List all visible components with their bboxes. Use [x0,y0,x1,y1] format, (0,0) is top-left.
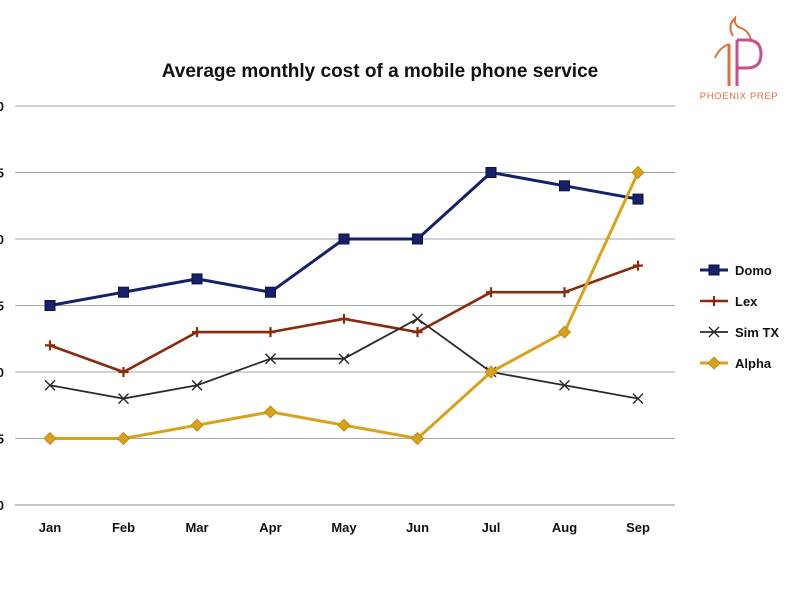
data-point [337,418,351,432]
x-tick-label: Feb [112,520,135,535]
data-point [559,180,570,192]
data-point [191,379,203,391]
y-tick-label: 0 [0,498,4,513]
data-point [265,286,276,298]
x-tick-label: Jul [482,520,501,535]
phoenix-p-logo-icon [714,15,763,86]
x-tick-label: Sep [626,520,650,535]
x-tick-label: Jun [406,520,429,535]
legend-label: Domo [735,263,772,278]
data-point [708,326,720,338]
data-point [709,296,719,306]
data-point [559,287,570,298]
data-point [116,431,131,446]
x-tick-label: Aug [552,520,577,535]
x-tick-label: Jan [39,520,61,535]
series-sim-tx [44,313,644,405]
x-tick-label: Apr [259,520,281,535]
chart-title: Average monthly cost of a mobile phone s… [162,61,598,82]
y-tick-label: 15 [0,299,4,314]
data-point [484,365,498,379]
series-lex [45,260,643,377]
data-point [485,167,497,178]
data-point [557,325,572,339]
legend-label: Sim TX [735,325,779,340]
data-point [192,327,202,338]
data-point [633,260,643,271]
data-point [265,353,276,365]
data-point [631,165,645,180]
data-point [486,287,496,298]
y-tick-label: 25 [0,166,4,181]
series-lines [43,165,645,446]
series-domo [44,167,644,311]
data-point [412,327,423,338]
brand-name: PHOENIX PREP [700,91,778,102]
x-axis-ticks: Jan Feb Mar Apr May Jun Jul Aug Sep [39,520,650,535]
y-tick-label: 10 [0,365,4,380]
data-point [708,264,720,276]
legend-item: Sim TX [700,325,779,340]
data-point [263,405,278,419]
data-point [339,313,349,324]
data-point [190,418,204,432]
legend: Domo Lex Sim TX Alpha [700,263,779,371]
y-tick-label: 30 [0,99,4,114]
data-point [707,356,721,370]
data-point [191,273,203,285]
data-point [559,379,570,391]
data-point [118,367,129,377]
data-point [632,193,644,205]
legend-label: Alpha [735,356,772,371]
data-point [44,300,56,311]
legend-item: Lex [700,294,758,309]
data-point [338,353,350,365]
data-point [412,313,423,325]
legend-item: Alpha [700,356,772,371]
data-point [265,327,276,338]
brand-logo: PHOENIX PREP [700,15,778,102]
y-tick-label: 5 [0,432,4,447]
data-point [412,233,423,245]
data-point [43,431,57,446]
data-point [410,431,425,446]
data-point [45,340,55,351]
y-axis-ticks: 0 5 10 15 20 25 30 [0,99,4,513]
legend-item: Domo [700,263,772,278]
data-point [44,379,56,391]
data-point [118,286,129,298]
x-tick-label: May [331,520,357,535]
x-tick-label: Mar [185,520,208,535]
series-alpha [43,165,645,446]
legend-label: Lex [735,294,758,309]
y-tick-label: 20 [0,232,4,247]
data-point [632,393,644,405]
data-point [118,393,129,405]
data-point [338,233,350,245]
